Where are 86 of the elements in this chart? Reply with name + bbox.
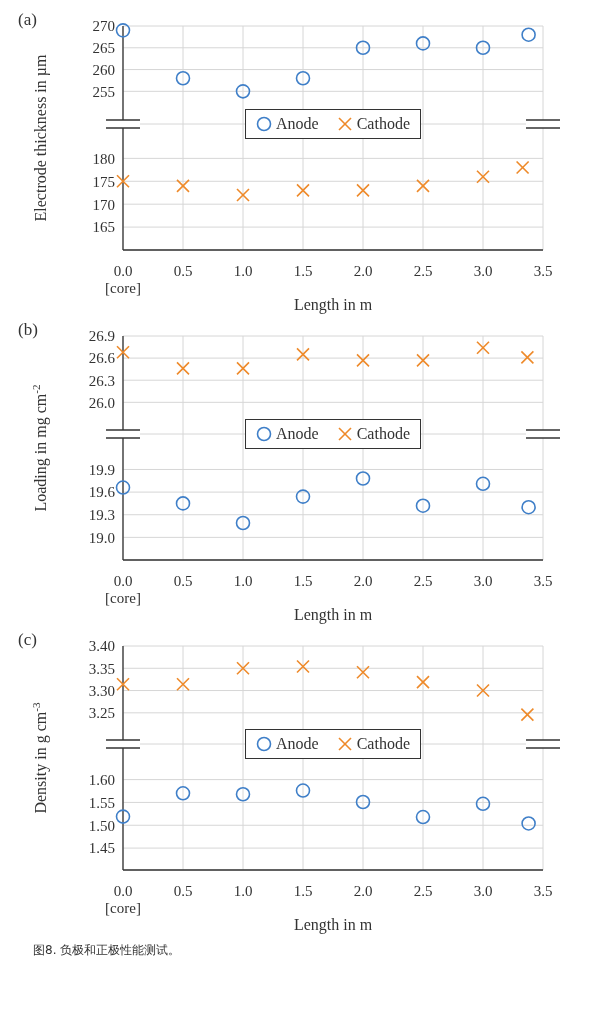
point (235, 84, 251, 99)
y-tick-label: 26.6 (88, 350, 116, 367)
x-tick-label: 0.0 [core] (105, 882, 141, 916)
y-tick-label: 180 (92, 150, 115, 167)
x-tick-label: 0.5 (173, 262, 193, 279)
y-tick-label: 1.50 (88, 817, 115, 834)
x-tick-label: 0.5 (173, 882, 193, 899)
x-tick-label: 1.0 (233, 572, 253, 589)
point (415, 809, 431, 825)
x-tick-label: 3.5 (533, 882, 553, 899)
x-tick-label: 2.5 (413, 262, 433, 279)
y-tick-label: 1.45 (88, 840, 115, 857)
point (115, 809, 131, 824)
x-axis-title: Length in m (293, 296, 373, 314)
legend-label: Cathode (356, 115, 410, 133)
x-tick-label: 1.0 (233, 262, 253, 279)
point (475, 796, 491, 812)
x-tick-label: 3.5 (533, 572, 553, 589)
y-tick-label: 3.25 (88, 705, 115, 722)
legend-label: Cathode (356, 425, 410, 443)
y-tick-label: 26.0 (88, 394, 115, 411)
y-tick-label: 19.9 (88, 461, 115, 478)
x-tick-label: 1.5 (293, 262, 313, 279)
y-tick-label: 3.30 (88, 682, 115, 699)
point (295, 489, 311, 504)
point (415, 36, 431, 51)
point (235, 515, 251, 531)
x-tick-label: 0.5 (173, 572, 193, 589)
y-tick-label: 1.60 (88, 771, 115, 788)
point (415, 498, 431, 513)
y-tick-label: 1.55 (88, 794, 115, 811)
x-tick-label: 3.5 (533, 262, 553, 279)
legend-label: Anode (276, 115, 319, 133)
y-tick-label: 3.40 (88, 638, 115, 655)
x-tick-label: 0.0 [core] (105, 262, 141, 296)
point (355, 794, 371, 810)
x-tick-label: 1.5 (293, 572, 313, 589)
y-tick-label: 170 (92, 196, 115, 213)
y-tick-label: 19.3 (88, 507, 115, 524)
x-axis-title: Length in m (293, 916, 373, 934)
y-tick-label: 255 (92, 83, 115, 100)
point (295, 783, 311, 798)
legend-label: Anode (276, 735, 319, 753)
point (521, 499, 536, 515)
point (355, 40, 371, 56)
x-tick-label: 1.0 (233, 882, 253, 899)
y-axis-title: Electrode thickness in µm (32, 53, 50, 222)
chart-title: (b) (18, 320, 38, 340)
y-tick-label: 19.6 (88, 484, 116, 501)
x-tick-label: 2.5 (413, 572, 433, 589)
x-tick-label: 0.0 [core] (105, 572, 141, 606)
point (175, 496, 191, 511)
point (175, 786, 191, 801)
point (235, 786, 251, 802)
point (295, 70, 311, 86)
x-tick-label: 2.0 (353, 262, 373, 279)
y-tick-label: 175 (92, 173, 115, 190)
x-tick-label: 2.5 (413, 882, 433, 899)
point (115, 480, 131, 495)
chart-title: (a) (18, 10, 37, 30)
x-tick-label: 3.0 (473, 262, 493, 279)
point (521, 816, 536, 831)
y-tick-label: 19.0 (88, 529, 115, 546)
y-tick-label: 3.35 (88, 660, 115, 677)
legend-label: Anode (276, 425, 319, 443)
point (475, 40, 491, 56)
legend-label: Cathode (356, 735, 410, 753)
x-tick-label: 2.0 (353, 882, 373, 899)
y-tick-label: 26.9 (88, 328, 115, 345)
point (115, 23, 131, 38)
y-tick-label: 260 (92, 61, 115, 78)
y-tick-label: 26.3 (88, 372, 115, 389)
caption: 图8. 负极和正极性能测试。 (33, 942, 181, 958)
y-tick-label: 265 (92, 40, 115, 57)
x-tick-label: 2.0 (353, 572, 373, 589)
x-tick-label: 1.5 (293, 882, 313, 899)
point (521, 27, 536, 43)
point (355, 471, 371, 486)
y-tick-label: 270 (92, 18, 115, 35)
chart-title: (c) (18, 630, 37, 650)
point (175, 70, 191, 86)
x-axis-title: Length in m (293, 606, 373, 624)
y-tick-label: 165 (92, 219, 115, 236)
x-tick-label: 3.0 (473, 882, 493, 899)
point (475, 476, 491, 492)
x-tick-label: 3.0 (473, 572, 493, 589)
